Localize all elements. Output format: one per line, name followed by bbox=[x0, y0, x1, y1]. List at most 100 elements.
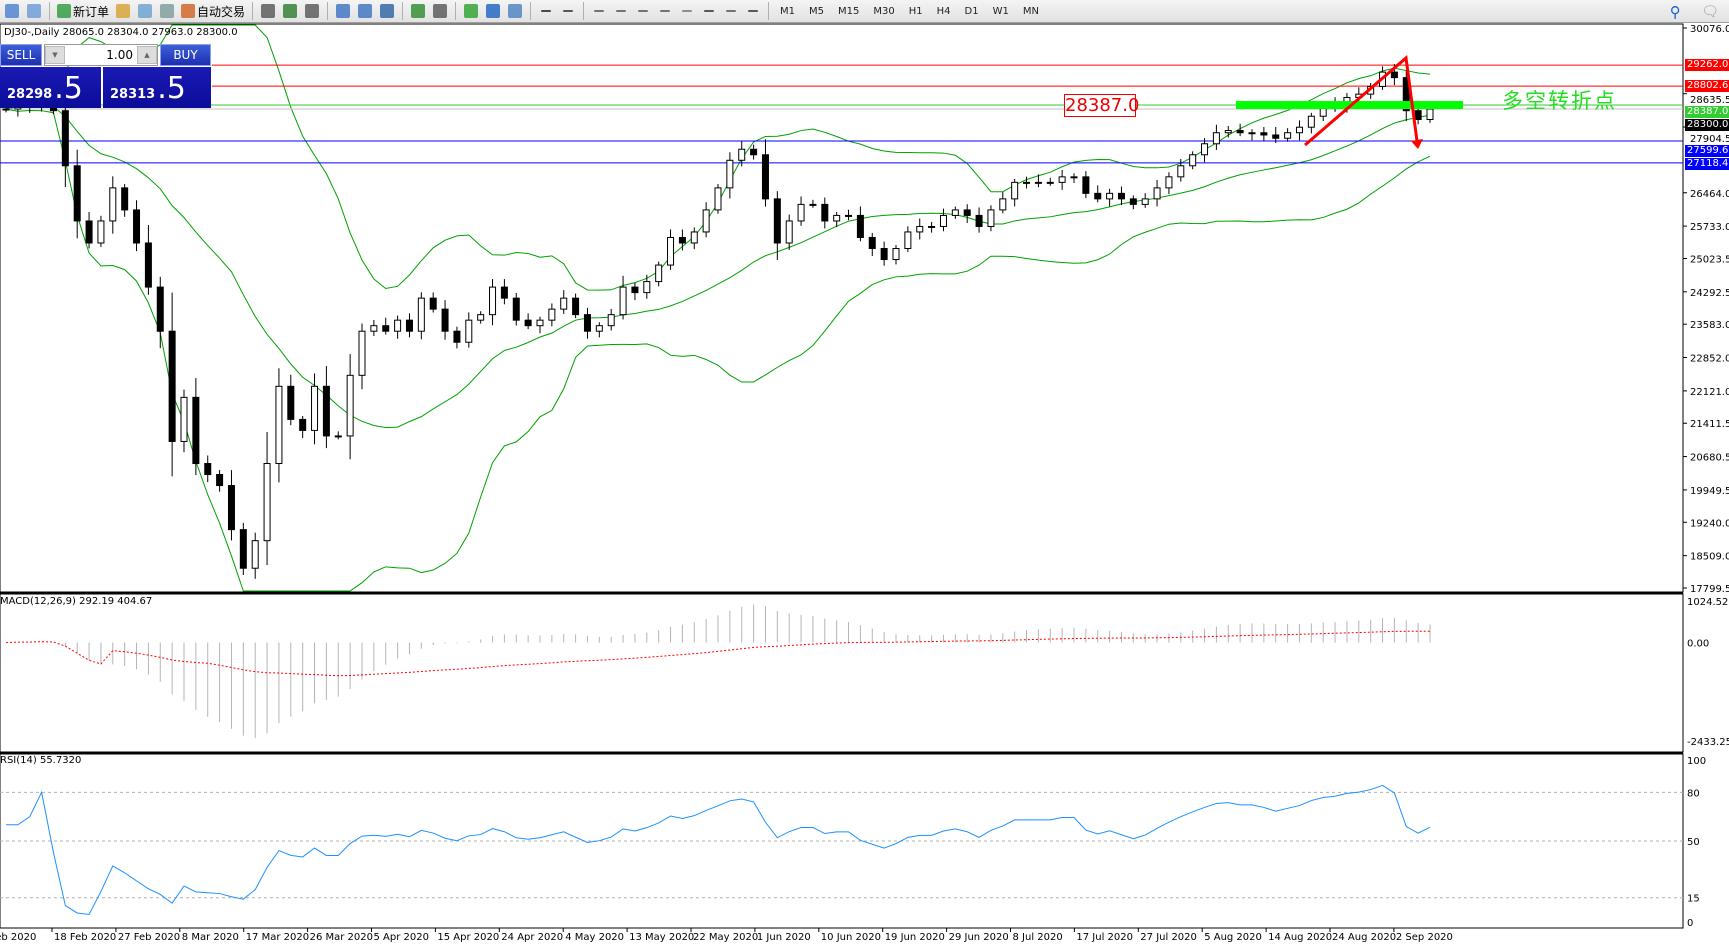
candle bbox=[773, 198, 781, 244]
timeframe-w1[interactable]: W1 bbox=[992, 5, 1009, 17]
indicators-button[interactable] bbox=[461, 1, 481, 21]
line-chart-button[interactable] bbox=[302, 1, 322, 21]
new-order-button[interactable]: 新订单 bbox=[55, 1, 111, 21]
vertical-line-button[interactable] bbox=[589, 1, 609, 21]
candle bbox=[619, 286, 627, 316]
sell-price-box[interactable]: 28298 .5 bbox=[0, 67, 101, 108]
candle bbox=[144, 242, 152, 288]
sell-button[interactable]: SELL bbox=[0, 44, 42, 66]
level-price-label: 28802.6 bbox=[1685, 80, 1729, 93]
timeframe-m5[interactable]: M5 bbox=[809, 5, 825, 17]
candle bbox=[833, 214, 841, 222]
fibonacci-button[interactable] bbox=[677, 1, 697, 21]
autoscroll-button[interactable] bbox=[408, 1, 428, 21]
turning-point-annotation[interactable]: 多空转折点 bbox=[1502, 89, 1617, 113]
candle bbox=[370, 325, 378, 332]
candle bbox=[358, 330, 366, 376]
candle bbox=[1117, 192, 1125, 200]
timeframe-h4[interactable]: H4 bbox=[936, 5, 951, 17]
date-label: Feb 2020 bbox=[0, 932, 36, 943]
buy-button[interactable]: BUY bbox=[160, 44, 211, 66]
trendline-button[interactable] bbox=[633, 1, 653, 21]
candle bbox=[655, 264, 663, 283]
signal-button[interactable] bbox=[157, 1, 177, 21]
macd-title: MACD(12,26,9) 292.19 404.67 bbox=[0, 596, 153, 607]
macd-panel bbox=[0, 593, 1684, 753]
timeframe-m15[interactable]: M15 bbox=[838, 5, 860, 17]
new-order-icon bbox=[57, 4, 71, 18]
one-click-trading-panel: SELL ▼ 1.00 ▲ BUY 28298 .5 28313 .5 bbox=[0, 44, 211, 108]
candle bbox=[156, 286, 164, 332]
price-annotation-box[interactable]: 28387.0 bbox=[1064, 94, 1140, 117]
candle bbox=[904, 231, 912, 250]
timeframe-h1[interactable]: H1 bbox=[908, 5, 923, 17]
toolbar-separator bbox=[530, 2, 532, 20]
timeframe-mn[interactable]: MN bbox=[1022, 5, 1039, 17]
candle bbox=[1390, 71, 1398, 79]
level-price-label: 27118.4 bbox=[1685, 158, 1729, 171]
candle bbox=[417, 297, 425, 332]
lot-increase-button[interactable]: ▲ bbox=[137, 46, 157, 64]
candle bbox=[216, 474, 224, 487]
crosshair-button[interactable] bbox=[558, 1, 578, 21]
lot-decrease-button[interactable]: ▼ bbox=[45, 46, 65, 64]
price-tick-label: 28635.5 bbox=[1690, 95, 1729, 106]
candlestick-button[interactable] bbox=[280, 1, 300, 21]
candle bbox=[394, 319, 402, 332]
data-window-button[interactable] bbox=[135, 1, 155, 21]
lot-stepper[interactable]: ▼ 1.00 ▲ bbox=[44, 44, 158, 66]
search-icon[interactable]: ⚲ bbox=[1669, 3, 1681, 21]
chart-canvas[interactable]: 30076.0 28635.5 27904.5 26464.0 25733.0 25023… bbox=[0, 23, 1729, 944]
candle bbox=[1141, 198, 1149, 205]
candle bbox=[85, 220, 93, 244]
chart-window-button[interactable] bbox=[2, 1, 22, 21]
candle bbox=[667, 236, 675, 266]
templates-button[interactable] bbox=[505, 1, 525, 21]
arrows-button[interactable] bbox=[743, 1, 763, 21]
macd-signal-line bbox=[5, 630, 1431, 677]
text-label-icon bbox=[726, 10, 737, 12]
chat-icon[interactable]: 🗨 bbox=[1701, 4, 1719, 20]
tile-button[interactable] bbox=[377, 1, 397, 21]
candle bbox=[133, 209, 141, 244]
market-watch-button[interactable] bbox=[113, 1, 133, 21]
candle bbox=[311, 385, 319, 431]
lot-input[interactable]: 1.00 bbox=[106, 48, 133, 62]
candle bbox=[916, 225, 924, 233]
chart-window[interactable]: 30076.0 28635.5 27904.5 26464.0 25733.0 25023… bbox=[0, 23, 1729, 944]
date-label: 19 Jun 2020 bbox=[885, 932, 945, 943]
vertical-line-icon bbox=[594, 10, 605, 12]
bar-chart-button[interactable] bbox=[258, 1, 278, 21]
timeframe-m1[interactable]: M1 bbox=[780, 5, 796, 17]
candle bbox=[845, 214, 853, 217]
zoom-in-button[interactable] bbox=[333, 1, 353, 21]
candle bbox=[951, 209, 959, 216]
zoom-window-button[interactable] bbox=[24, 1, 44, 21]
equidistant-channel-button[interactable] bbox=[655, 1, 675, 21]
timeframe-d1[interactable]: D1 bbox=[964, 5, 979, 17]
auto-trading-button[interactable]: 自动交易 bbox=[179, 1, 247, 21]
horizontal-line-button[interactable] bbox=[611, 1, 631, 21]
price-tick-label: 22852.0 bbox=[1690, 354, 1729, 365]
zoom-out-button[interactable] bbox=[355, 1, 375, 21]
date-label: 5 Aug 2020 bbox=[1204, 932, 1262, 943]
periods-button[interactable] bbox=[483, 1, 503, 21]
text-button[interactable] bbox=[699, 1, 719, 21]
candle bbox=[975, 214, 983, 227]
level-price-label: 27599.6 bbox=[1685, 145, 1729, 158]
level-price-label: 28300.0 bbox=[1685, 119, 1729, 132]
timeframe-m30[interactable]: M30 bbox=[873, 5, 895, 17]
price-tick-label: 23583.0 bbox=[1690, 320, 1729, 331]
date-label: 8 Mar 2020 bbox=[182, 932, 239, 943]
candle bbox=[560, 297, 568, 310]
candle bbox=[441, 308, 449, 332]
chart-shift-button[interactable] bbox=[430, 1, 450, 21]
toolbar-separator bbox=[768, 2, 770, 20]
cursor-button[interactable] bbox=[536, 1, 556, 21]
toolbar-separator bbox=[583, 2, 585, 20]
candle bbox=[536, 319, 544, 327]
text-label-button[interactable] bbox=[721, 1, 741, 21]
periods-icon bbox=[486, 4, 501, 18]
buy-price-box[interactable]: 28313 .5 bbox=[103, 67, 211, 108]
candle bbox=[1165, 176, 1173, 189]
